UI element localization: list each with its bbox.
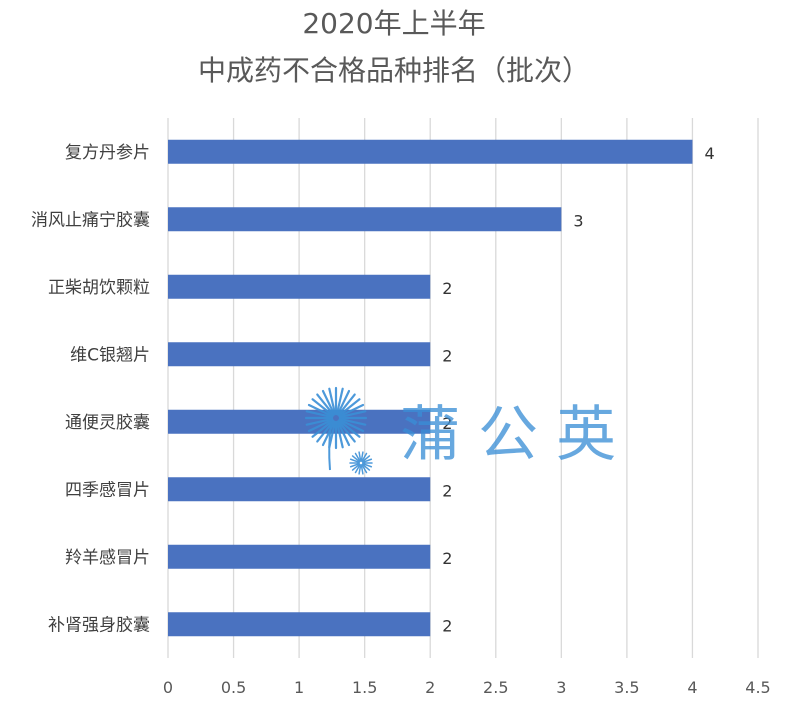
bar [168,612,431,637]
chart-title-line-2: 中成药不合格品种排名（批次） [198,54,590,87]
x-tick-label: 3.5 [614,678,639,697]
bar [168,207,562,232]
x-tick-label: 2 [425,678,435,697]
x-tick-label: 2.5 [483,678,508,697]
data-label: 2 [442,414,452,433]
x-tick-label: 1.5 [352,678,377,697]
data-label: 4 [704,144,714,163]
x-tick-label: 1 [294,678,304,697]
category-label: 四季感冒片 [65,480,150,500]
dandelion-icon [304,386,373,475]
data-labels: 4 3 2 2 2 2 2 2 [442,144,714,636]
bar [168,544,431,569]
category-labels: 复方丹参片消风止痛宁胶囊正柴胡饮颗粒维C银翘片通便灵胶囊四季感冒片羚羊感冒片补肾… [31,143,150,636]
bar [168,274,431,299]
data-label: 2 [442,549,452,568]
category-label: 通便灵胶囊 [65,413,150,433]
category-label: 消风止痛宁胶囊 [31,210,150,230]
data-label: 3 [573,211,583,230]
bar [168,409,431,434]
bars [168,139,693,637]
data-label: 2 [442,346,452,365]
category-label: 正柴胡饮颗粒 [48,278,150,298]
watermark-text: 蒲公英 [400,400,634,470]
chart-title: 2020年上半年 中成药不合格品种排名（批次） [198,7,590,87]
x-tick-label: 0 [163,678,173,697]
x-tick-label: 3 [556,678,566,697]
x-tick-label: 4.5 [745,678,770,697]
bar [168,139,693,164]
chart-title-line-1: 2020年上半年 [302,7,485,40]
data-label: 2 [442,481,452,500]
x-tick-label: 0.5 [221,678,246,697]
data-label: 2 [442,616,452,635]
category-label: 维C银翘片 [70,345,150,365]
category-label: 复方丹参片 [65,143,150,163]
bar [168,477,431,502]
bar [168,342,431,367]
gridlines [167,118,759,658]
category-label: 补肾强身胶囊 [48,615,150,635]
data-label: 2 [442,279,452,298]
category-label: 羚羊感冒片 [65,548,150,568]
x-axis-tick-labels: 0 0.5 1 1.5 2 2.5 3 3.5 4 4.5 [163,678,771,697]
watermark: 蒲公英 [304,386,634,475]
x-tick-label: 4 [687,678,697,697]
